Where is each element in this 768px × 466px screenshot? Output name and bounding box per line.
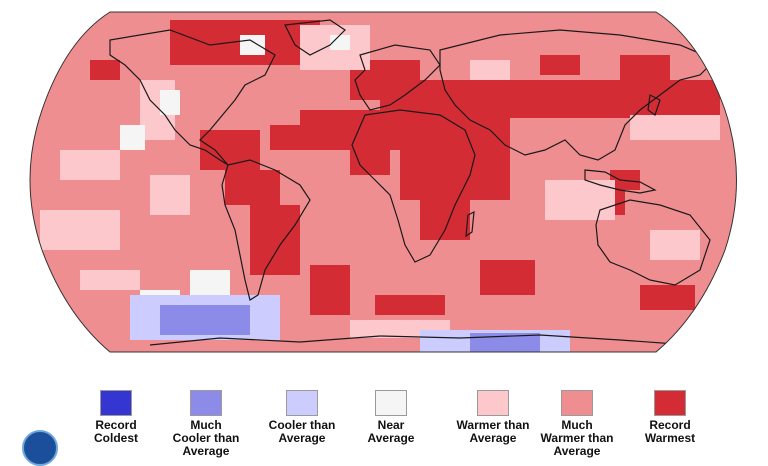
greenland-outline: [284, 19, 346, 56]
legend-label: Record Warmest: [644, 418, 696, 445]
legend-label: Much Warmer than Average: [540, 418, 614, 458]
much-cooler-than-average-regions: [160, 305, 540, 352]
japan-outline: [647, 94, 661, 116]
record-warmest-regions: [90, 20, 720, 315]
indonesia-outline: [584, 169, 657, 194]
legend-item-much-cooler: Much Cooler than Average: [156, 386, 256, 458]
legend-swatch: [190, 390, 222, 416]
temperature-anomaly-map: [29, 11, 737, 353]
legend-swatch: [100, 390, 132, 416]
africa-outline: [351, 109, 476, 263]
antarctica-outline: [149, 334, 691, 346]
europe-outline: [354, 44, 441, 111]
legend-swatch: [477, 390, 509, 416]
legend-item-near-average: Near Average: [341, 386, 441, 445]
legend-swatch: [561, 390, 593, 416]
legend-item-cooler: Cooler than Average: [252, 386, 352, 445]
legend-label: Much Cooler than Average: [172, 418, 240, 458]
warmer-than-average-regions: [40, 25, 720, 338]
legend-item-record-warmest: Record Warmest: [620, 386, 720, 445]
south-america-outline: [221, 159, 311, 301]
legend-label: Warmer than Average: [456, 418, 530, 445]
legend-label: Near Average: [367, 418, 415, 445]
map-border: [29, 11, 737, 353]
asia-outline: [439, 29, 717, 161]
legend-label: Cooler than Average: [268, 418, 336, 445]
new-zealand-outline: [705, 284, 723, 306]
legend-label: Record Coldest: [93, 418, 138, 445]
legend-item-much-warmer: Much Warmer than Average: [527, 386, 627, 458]
legend-item-record-coldest: Record Coldest: [66, 386, 166, 445]
legend-item-warmer: Warmer than Average: [443, 386, 543, 445]
legend: Record Coldest Much Cooler than Average Coo…: [0, 386, 768, 458]
north-america-outline: [109, 29, 276, 166]
legend-swatch: [654, 390, 686, 416]
legend-swatch: [286, 390, 318, 416]
madagascar-outline: [465, 210, 475, 238]
australia-outline: [595, 199, 711, 286]
noaa-logo: [22, 430, 58, 466]
legend-swatch: [375, 390, 407, 416]
